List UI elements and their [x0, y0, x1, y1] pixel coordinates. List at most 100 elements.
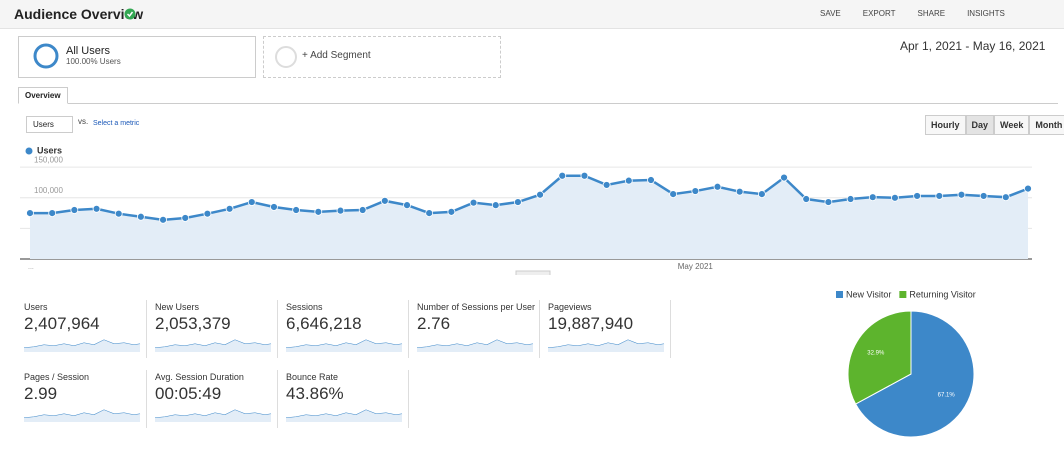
- sparkline: [154, 409, 272, 422]
- metric-value: 2.99: [24, 384, 58, 403]
- point: [447, 207, 456, 216]
- share-button[interactable]: SHARE: [917, 9, 946, 18]
- point: [1001, 193, 1010, 202]
- point: [624, 176, 633, 185]
- metric-value: 6,646,218: [286, 314, 362, 333]
- y-tick-label: 150,000: [34, 155, 63, 164]
- point: [957, 190, 966, 199]
- save-button[interactable]: SAVE: [820, 9, 841, 18]
- legend-label: Users: [37, 145, 62, 155]
- metric-tile[interactable]: Users 2,407,964: [18, 300, 147, 358]
- sparkline: [416, 339, 534, 352]
- month-button[interactable]: Month: [1029, 115, 1064, 135]
- point: [780, 173, 788, 182]
- point: [1024, 184, 1032, 193]
- metric-label: Sessions: [286, 302, 323, 312]
- sparkline: [285, 409, 403, 422]
- point: [757, 190, 766, 199]
- point: [713, 182, 722, 191]
- legend-marker: [25, 147, 33, 155]
- metric-tile[interactable]: Sessions 6,646,218: [280, 300, 409, 358]
- point: [935, 192, 944, 200]
- point: [979, 192, 988, 200]
- metric-tile[interactable]: Bounce Rate 43.86%: [280, 370, 409, 428]
- date-range[interactable]: Apr 1, 2021 - May 16, 2021: [900, 39, 1046, 53]
- point: [314, 207, 323, 216]
- actions: SAVE EXPORT SHARE INSIGHTS: [820, 9, 1005, 18]
- export-button[interactable]: EXPORT: [862, 9, 896, 18]
- point: [514, 198, 522, 206]
- point: [536, 190, 544, 199]
- point: [647, 176, 655, 184]
- point: [225, 204, 234, 213]
- add-segment-label: + Add Segment: [302, 50, 371, 61]
- line: [30, 174, 1029, 222]
- legend-label: New Visitor: [846, 289, 891, 299]
- pie-slice: [847, 310, 912, 405]
- sparkline: [285, 339, 403, 352]
- point: [469, 198, 478, 207]
- collapse-handle: [515, 270, 551, 275]
- sparkline: [23, 409, 141, 422]
- legend-swatch: [836, 291, 843, 298]
- x-start-label: ...: [28, 264, 34, 271]
- point: [203, 209, 212, 218]
- y-tick-label: 100,000: [34, 186, 63, 195]
- metric-select[interactable]: Users: [26, 116, 73, 133]
- point: [735, 187, 744, 196]
- select-metric[interactable]: Select a metric: [93, 120, 140, 127]
- point: [802, 195, 811, 203]
- metric-label: Users: [24, 302, 48, 312]
- day-button[interactable]: Day: [965, 115, 995, 135]
- segment-card[interactable]: [18, 36, 256, 78]
- week-button[interactable]: Week: [994, 115, 1030, 135]
- x-tick-label: May 2021: [678, 262, 714, 271]
- point: [114, 209, 123, 218]
- point: [292, 206, 301, 214]
- metric-label: Number of Sessions per User: [417, 302, 536, 312]
- metric-value: 2,407,964: [24, 314, 100, 333]
- legend-label: Returning Visitor: [909, 289, 975, 299]
- page-title: Audience Overview: [14, 6, 144, 22]
- metric-label: Avg. Session Duration: [155, 372, 244, 382]
- point: [159, 215, 167, 224]
- metric-tile[interactable]: Avg. Session Duration 00:05:49: [149, 370, 278, 428]
- metric-value: 43.86%: [286, 384, 344, 403]
- metric-tile[interactable]: New Users 2,053,379: [149, 300, 278, 358]
- vs-label: vs.: [78, 117, 89, 126]
- point: [891, 193, 899, 202]
- pie-chart: New Visitor Returning Visitor 67.1% 32.9%: [836, 289, 976, 438]
- metric-tile[interactable]: Pages / Session 2.99: [18, 370, 147, 428]
- point: [70, 206, 79, 214]
- point: [491, 201, 500, 210]
- point: [913, 192, 922, 200]
- tab[interactable]: Overview: [18, 87, 68, 104]
- point: [336, 206, 345, 215]
- point: [136, 212, 145, 221]
- legend-swatch: [899, 291, 907, 298]
- slice-label: 67.1%: [938, 393, 956, 399]
- metric-tile[interactable]: Pageviews 19,887,940: [542, 300, 671, 358]
- point: [691, 187, 700, 195]
- metric-tile[interactable]: Number of Sessions per User 2.76: [411, 300, 540, 358]
- pie-slice: [854, 310, 975, 438]
- metric-value: 2.76: [417, 314, 451, 333]
- insights-button[interactable]: INSIGHTS: [967, 9, 1005, 18]
- sparkline: [547, 339, 665, 352]
- point: [270, 203, 278, 211]
- point: [403, 201, 411, 210]
- segment-share: 100.00% Users: [66, 57, 121, 66]
- add-segment[interactable]: [263, 36, 501, 78]
- hourly-button[interactable]: Hourly: [925, 115, 966, 135]
- point: [868, 193, 877, 202]
- point: [669, 190, 678, 199]
- top-bar: [0, 0, 1064, 29]
- metric-label: Pageviews: [548, 302, 592, 312]
- metric-value: 2,053,379: [155, 314, 231, 333]
- segment-icon: [33, 43, 59, 69]
- point: [92, 204, 101, 213]
- point: [425, 209, 434, 217]
- point: [580, 171, 589, 180]
